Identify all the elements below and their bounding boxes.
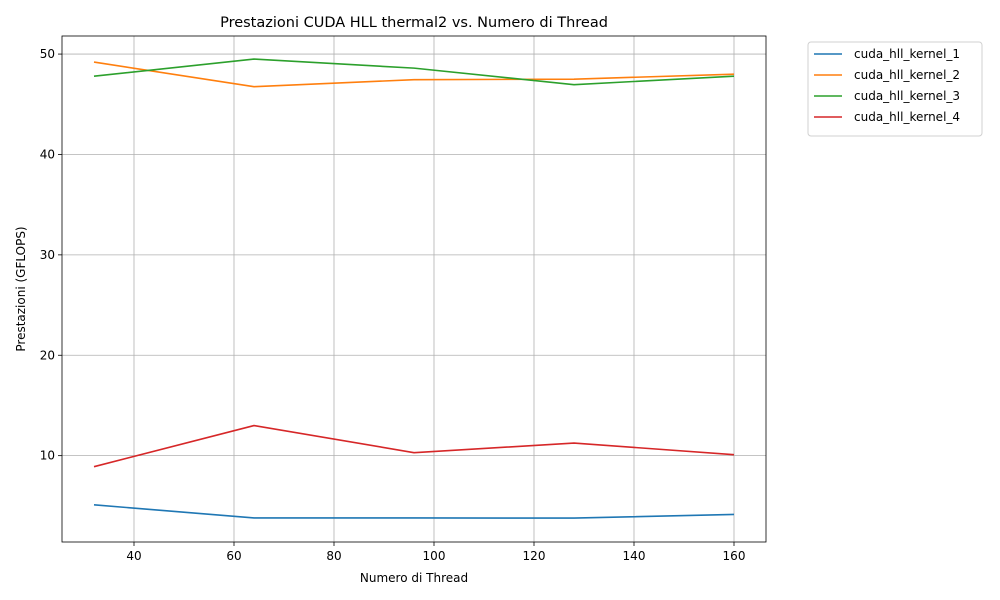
legend-label: cuda_hll_kernel_3 [854,89,960,103]
legend-label: cuda_hll_kernel_2 [854,68,960,82]
legend-item: cuda_hll_kernel_3 [814,89,960,103]
x-tick-label: 40 [126,549,141,563]
x-tick-label: 160 [723,549,746,563]
y-tick-label: 40 [40,147,55,161]
y-tick-label: 10 [40,449,55,463]
y-tick-label: 20 [40,348,55,362]
series-line-cuda_hll_kernel_2 [93,61,735,88]
legend: cuda_hll_kernel_1 cuda_hll_kernel_2 cuda_h… [807,41,983,137]
x-tick-label: 120 [523,549,546,563]
y-axis-ticks: 10 20 30 40 50 [40,47,62,463]
x-axis-ticks: 40 60 80 100 120 140 160 [126,542,745,563]
series-line-cuda_hll_kernel_1 [93,504,735,519]
x-tick-label: 60 [226,549,241,563]
chart-title: Prestazioni CUDA HLL thermal2 vs. Numero… [220,15,608,31]
series-line-cuda_hll_kernel_4 [93,424,735,468]
plot-frame [61,35,767,543]
y-axis-label: Prestazioni (GFLOPS) [14,226,28,351]
x-axis-label: Numero di Thread [360,571,468,585]
legend-label: cuda_hll_kernel_4 [854,110,960,124]
x-tick-label: 100 [423,549,446,563]
y-tick-label: 50 [40,47,55,61]
legend-label: cuda_hll_kernel_1 [854,47,960,61]
series-lines [93,58,735,519]
legend-item: cuda_hll_kernel_1 [814,47,960,61]
series-line-cuda_hll_kernel_3 [93,58,735,86]
legend-box [807,41,983,137]
x-tick-label: 80 [326,549,341,563]
grid [62,36,766,542]
y-tick-label: 30 [40,248,55,262]
legend-item: cuda_hll_kernel_4 [814,110,960,124]
legend-item: cuda_hll_kernel_2 [814,68,960,82]
x-tick-label: 140 [623,549,646,563]
